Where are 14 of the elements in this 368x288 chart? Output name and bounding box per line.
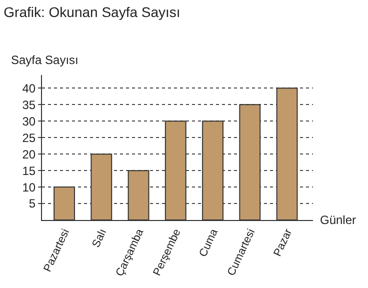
- x-axis-title: Günler: [320, 213, 356, 227]
- y-tick-label: 5: [28, 196, 36, 211]
- y-tick-label: 20: [22, 147, 36, 162]
- x-tick-label: Pazar: [272, 226, 295, 258]
- y-tick-label: 10: [22, 180, 36, 194]
- x-tick-label: Salı: [90, 227, 110, 250]
- chart-title: Grafik: Okunan Sayfa Sayısı: [4, 4, 180, 20]
- x-tick-label: Cuma: [197, 226, 221, 259]
- y-axis-title: Sayfa Sayısı: [11, 53, 78, 67]
- y-tick-label: 40: [22, 81, 36, 96]
- y-tick-label: 35: [22, 98, 36, 112]
- y-tick-label: 25: [22, 130, 36, 145]
- y-tick-label: 15: [22, 164, 36, 178]
- y-tick-label: 30: [22, 114, 36, 128]
